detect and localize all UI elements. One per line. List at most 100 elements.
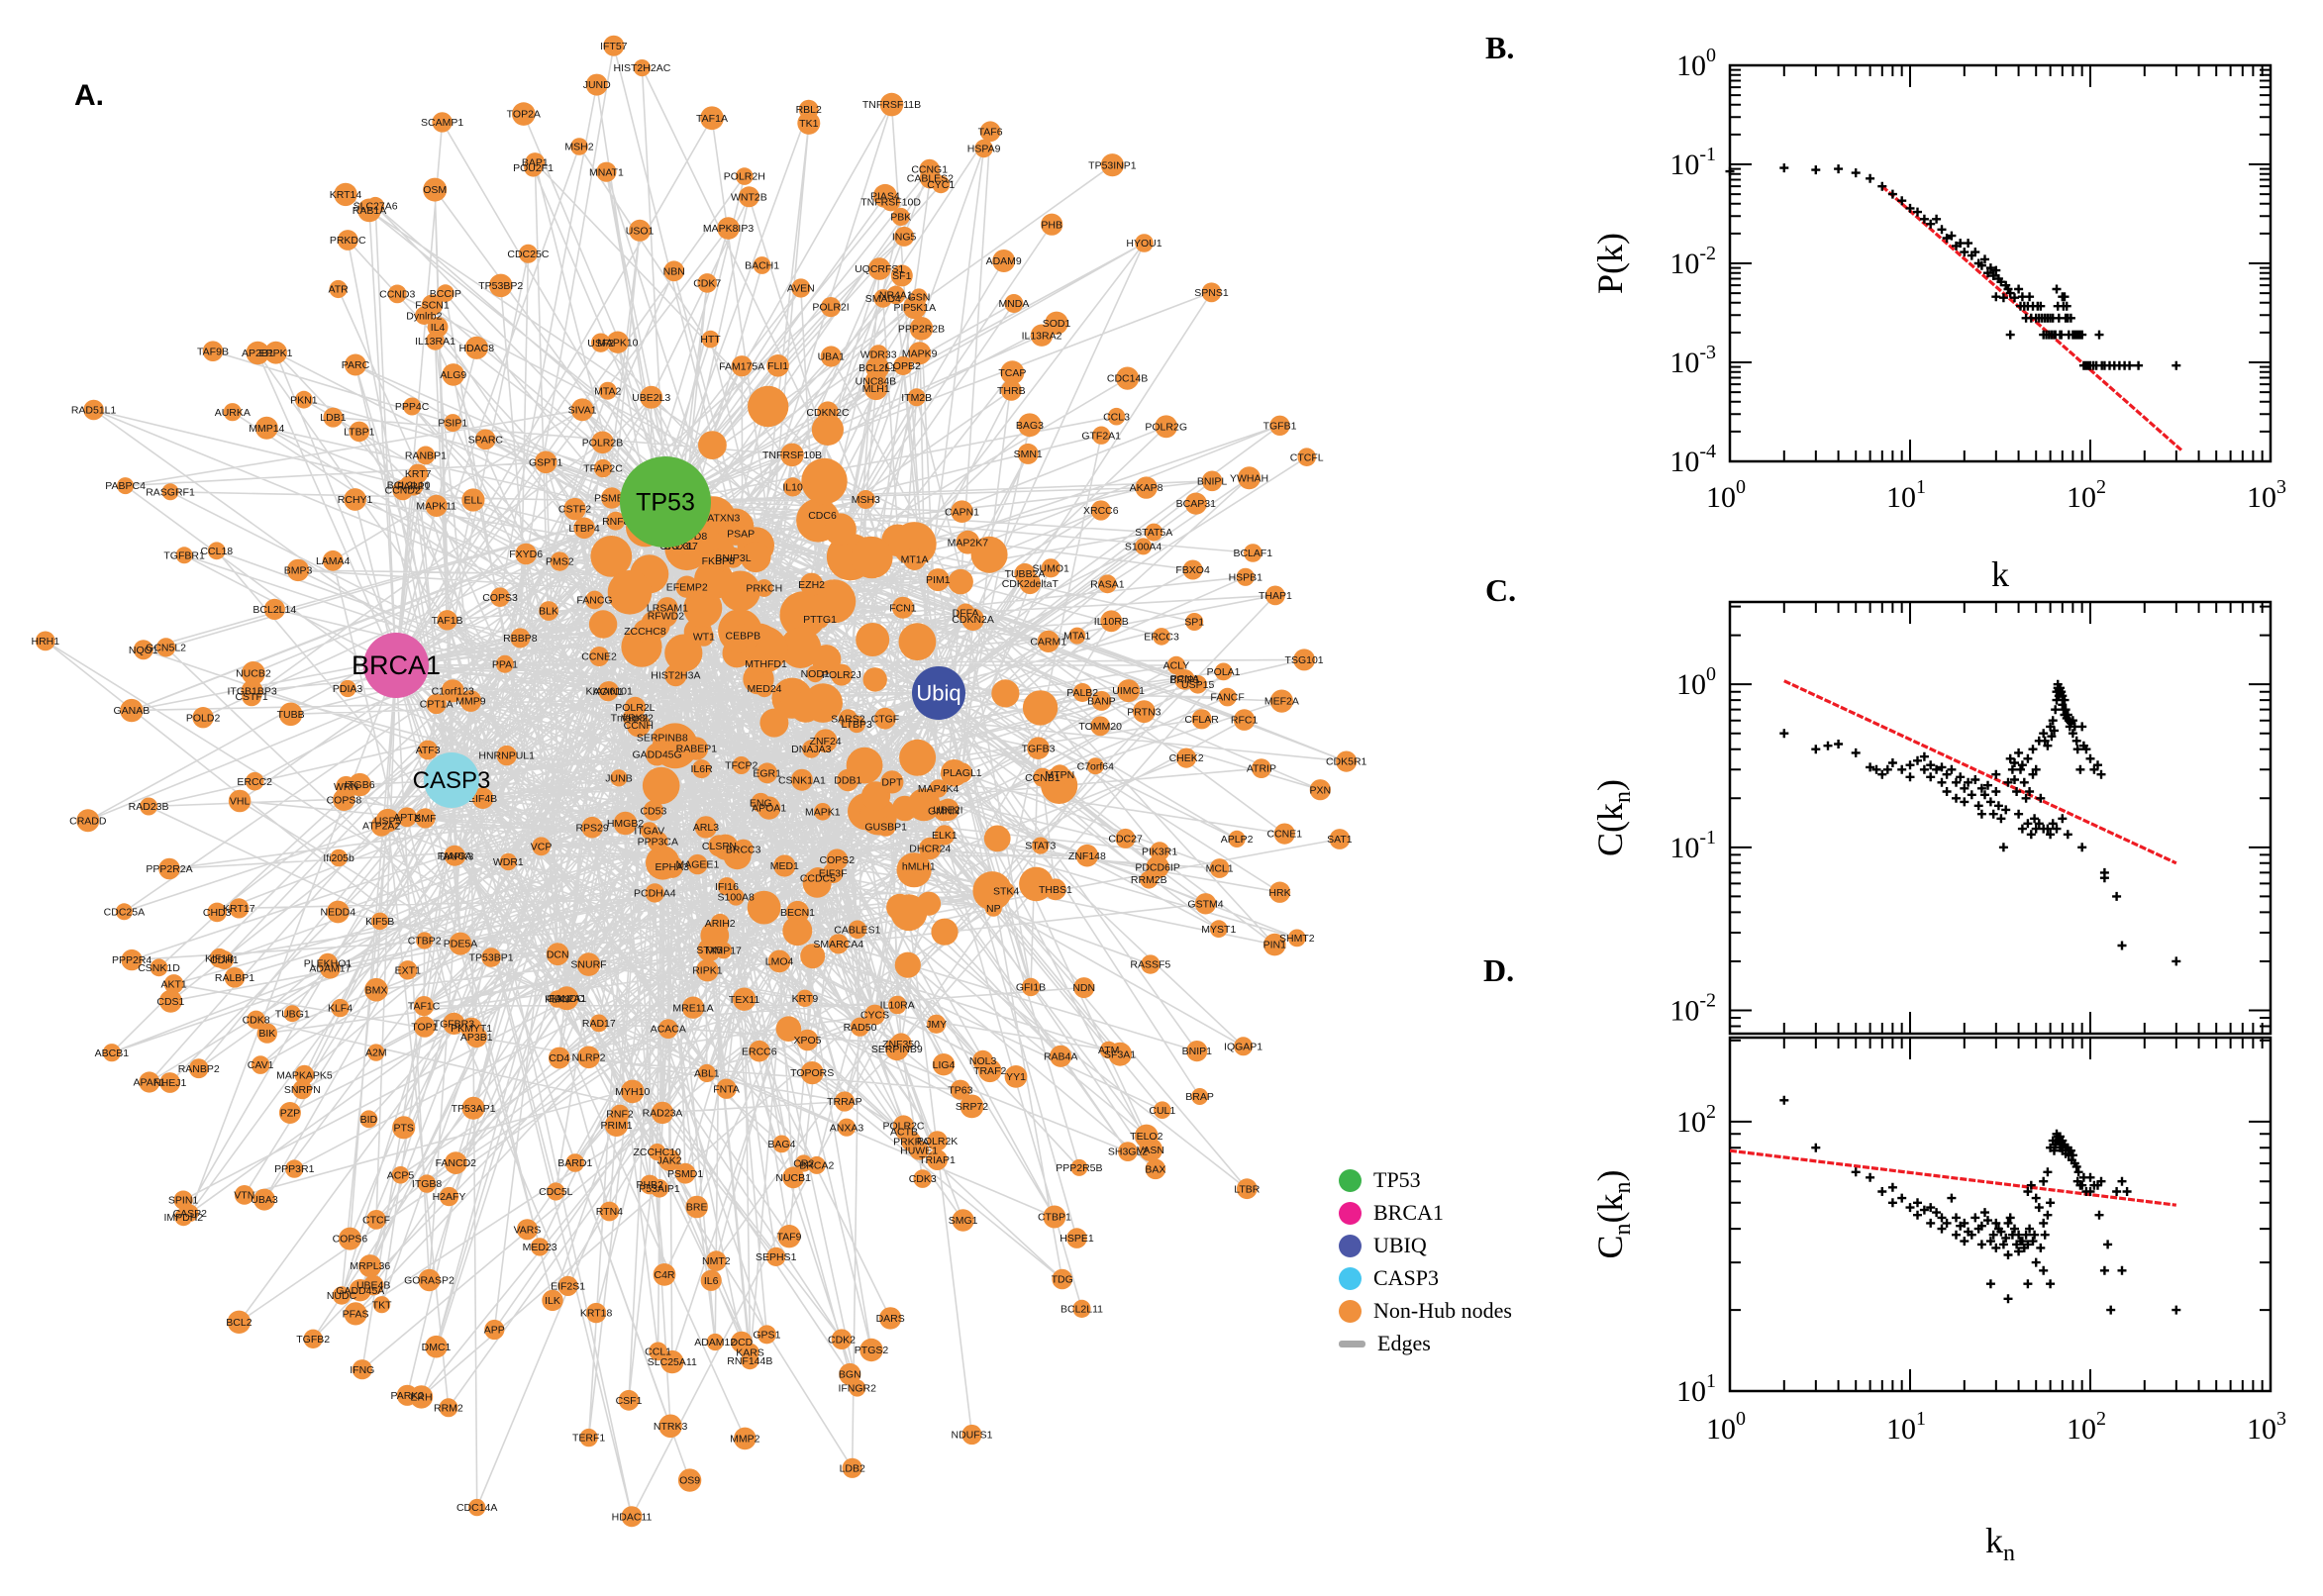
network-node (1037, 630, 1060, 653)
network-node-label: BLK (539, 606, 558, 618)
network-node-label: TSG101 (1285, 654, 1324, 666)
network-filler-node (664, 634, 703, 672)
network-node (1043, 1205, 1066, 1229)
network-node (439, 1398, 458, 1418)
network-node (979, 121, 1001, 143)
network-node-label: SMARCA4 (813, 939, 863, 950)
network-node (403, 397, 422, 416)
network-node (1073, 977, 1095, 999)
legend-item-casp3: CASP3 (1339, 1265, 1512, 1290)
network-filler-node (747, 890, 781, 925)
network-node (1100, 610, 1123, 633)
network-node (850, 1017, 870, 1037)
network-node (349, 1279, 371, 1302)
network-node (622, 708, 642, 728)
network-node (640, 385, 663, 409)
network-node (645, 883, 664, 903)
network-node (207, 902, 227, 923)
network-node-label: GCN5L2 (146, 643, 186, 654)
scatter-points (1725, 163, 2181, 370)
network-node (867, 257, 891, 280)
network-node-label: EIF3F (819, 867, 848, 879)
network-node (598, 381, 617, 400)
network-node (329, 279, 348, 299)
network-node (278, 1102, 301, 1124)
network-node (610, 1104, 630, 1124)
network-node-label: TAF9 (777, 1231, 802, 1243)
network-node (426, 331, 445, 350)
network-node (530, 1238, 550, 1256)
network-node-label: BCLAF1 (1233, 548, 1272, 559)
network-node (444, 414, 462, 433)
network-node-label: TOP2A (507, 109, 541, 121)
network-node (550, 551, 569, 571)
network-node (700, 1269, 722, 1291)
network-node (1045, 878, 1066, 901)
network-node (461, 1096, 485, 1120)
network-node-label: CSTF1 (235, 691, 267, 703)
network-node (425, 494, 448, 517)
network-node (512, 102, 536, 126)
network-node-label: EGR1 (753, 767, 781, 779)
x-tick-label: 101 (1886, 1408, 1926, 1446)
network-node-label: SARS2 (831, 713, 865, 725)
network-node (534, 450, 557, 474)
network-node-label: NEDD4 (321, 907, 356, 919)
network-node (810, 610, 830, 629)
network-node (1086, 757, 1104, 775)
network-node (1068, 627, 1086, 645)
network-node (1072, 683, 1092, 702)
y-tick-label: 100 (1676, 45, 1716, 82)
legend-label: Non-Hub nodes (1373, 1298, 1512, 1323)
network-node (697, 938, 722, 962)
network-node (447, 847, 466, 866)
legend-item-brca1: BRCA1 (1339, 1200, 1512, 1225)
network-node-label: STX5 (696, 945, 722, 956)
network-node-label: WT1 (693, 631, 715, 643)
network-node-label: DMC1 (422, 1342, 452, 1353)
network-node (738, 186, 759, 208)
network-node (1070, 1158, 1088, 1176)
network-node (891, 207, 910, 227)
network-node-label: RFWD2 (648, 610, 684, 622)
network-filler-node (972, 871, 1012, 911)
network-node-label: MNDA (998, 298, 1029, 310)
network-node (423, 177, 448, 202)
network-node (1293, 648, 1316, 671)
network-node-label: BAG4 (767, 1139, 795, 1150)
network-node-label: HTT (700, 334, 721, 346)
network-node (701, 330, 720, 349)
network-node (414, 1016, 436, 1038)
network-node (650, 1179, 669, 1198)
network-node-label: MTPN (1045, 769, 1074, 781)
axes-frame (1728, 1036, 2272, 1393)
network-node (1108, 1042, 1133, 1066)
y-axis-title: Cn(kn) (1590, 1169, 1636, 1258)
network-node (1117, 679, 1141, 703)
network-node-label: ITGB1BP3 (227, 686, 276, 698)
network-node (76, 809, 100, 833)
network-node (115, 903, 133, 921)
network-node (1145, 1158, 1166, 1180)
network-node (416, 446, 436, 465)
network-node (581, 816, 603, 839)
network-filler-node (607, 570, 653, 615)
network-node (893, 355, 913, 375)
network-node-label: RBBP8 (503, 633, 538, 645)
network-node (1072, 1299, 1091, 1318)
network-node (140, 797, 158, 816)
legend-label: TP53 (1373, 1167, 1421, 1192)
network-node (1236, 567, 1255, 586)
network-node (929, 779, 948, 798)
network-node (873, 289, 893, 308)
network-node (649, 1144, 666, 1161)
legend-item-edges: Edges (1339, 1331, 1512, 1355)
network-node (927, 1149, 948, 1170)
axis-ticks (1729, 64, 2272, 462)
network-node-label: GANAB (114, 705, 151, 717)
network-node (133, 640, 153, 660)
network-node-label: DARS (876, 1313, 905, 1325)
x-tick-label: 103 (2247, 476, 2286, 514)
network-node-label: DFFA (953, 607, 979, 619)
